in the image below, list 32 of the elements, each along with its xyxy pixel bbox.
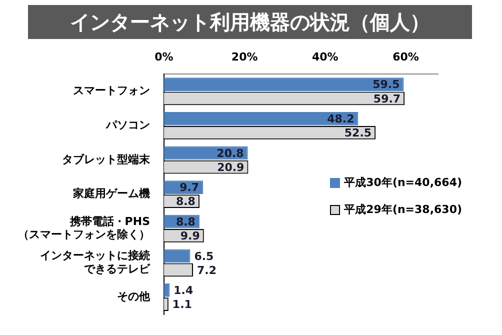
chart-title: インターネット利用機器の状況（個人） <box>70 8 430 36</box>
x-tick-label: 40% <box>312 50 338 64</box>
bar <box>164 249 190 263</box>
y-tick-label: その他 <box>117 290 151 304</box>
data-label: 20.9 <box>217 160 244 174</box>
y-tick-label: インターネットに接続できるテレビ <box>40 249 151 276</box>
legend-label: 平成29年(n=38,630) <box>344 202 462 217</box>
data-label: 1.4 <box>174 284 194 298</box>
bar <box>164 284 170 297</box>
data-label: 7.2 <box>197 264 217 277</box>
data-label: 6.5 <box>194 250 214 263</box>
data-label: 9.7 <box>180 181 200 194</box>
data-label: 8.8 <box>176 215 196 228</box>
y-tick-label: 家庭用ゲーム機 <box>72 187 150 200</box>
x-tick-label: 60% <box>392 50 419 64</box>
data-label: 1.1 <box>172 298 192 312</box>
data-label: 48.2 <box>327 112 354 126</box>
bar <box>164 78 404 92</box>
bar <box>164 112 358 126</box>
data-label: 52.5 <box>344 126 372 140</box>
y-tick-label: 携帯電話・PHS（スマートフォンを除く） <box>18 214 150 242</box>
data-label: 20.8 <box>216 146 244 160</box>
legend-label: 平成30年(n=40,664) <box>344 175 462 190</box>
data-label: 59.5 <box>372 78 400 92</box>
data-label: 9.9 <box>180 230 200 243</box>
data-label: 59.7 <box>373 92 401 106</box>
y-tick-label: スマートフォン <box>73 84 150 98</box>
y-tick-label: タブレット型端末 <box>62 152 151 166</box>
data-label: 8.8 <box>176 195 196 208</box>
x-tick-label: 0% <box>154 50 174 64</box>
x-tick-label: 20% <box>231 50 258 64</box>
y-tick-label: パソコン <box>105 118 150 132</box>
